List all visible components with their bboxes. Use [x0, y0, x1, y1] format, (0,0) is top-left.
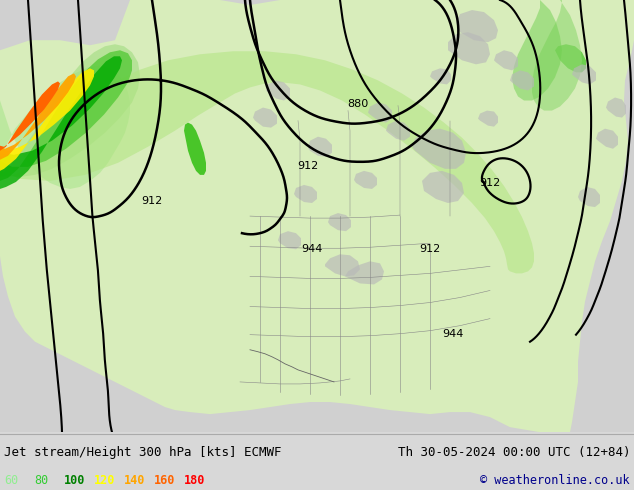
- Text: 880: 880: [347, 98, 368, 108]
- Polygon shape: [325, 254, 360, 276]
- Text: © weatheronline.co.uk: © weatheronline.co.uk: [481, 474, 630, 487]
- Polygon shape: [448, 32, 490, 64]
- Polygon shape: [0, 56, 122, 189]
- Polygon shape: [294, 185, 317, 203]
- Text: Th 30-05-2024 00:00 UTC (12+84): Th 30-05-2024 00:00 UTC (12+84): [398, 446, 630, 459]
- Text: 912: 912: [141, 196, 163, 206]
- Polygon shape: [278, 231, 301, 249]
- Text: 140: 140: [124, 474, 145, 487]
- Polygon shape: [253, 107, 277, 127]
- Polygon shape: [422, 171, 464, 203]
- Polygon shape: [328, 213, 351, 231]
- Polygon shape: [606, 98, 626, 118]
- Text: Jet stream/Height 300 hPa [kts] ECMWF: Jet stream/Height 300 hPa [kts] ECMWF: [4, 446, 281, 459]
- Polygon shape: [266, 80, 290, 100]
- Polygon shape: [0, 51, 534, 273]
- Text: 120: 120: [94, 474, 115, 487]
- Polygon shape: [456, 10, 498, 42]
- Polygon shape: [572, 64, 596, 84]
- Polygon shape: [555, 44, 586, 73]
- Polygon shape: [512, 0, 562, 100]
- Text: 160: 160: [154, 474, 176, 487]
- Polygon shape: [0, 0, 634, 432]
- Polygon shape: [0, 0, 130, 189]
- Polygon shape: [478, 111, 498, 126]
- Polygon shape: [0, 68, 94, 171]
- Text: 80: 80: [34, 474, 48, 487]
- Polygon shape: [596, 129, 618, 149]
- Text: 912: 912: [419, 244, 441, 254]
- Text: 912: 912: [297, 161, 319, 171]
- Polygon shape: [532, 0, 582, 111]
- Polygon shape: [0, 44, 140, 178]
- Text: 944: 944: [443, 329, 463, 339]
- Polygon shape: [510, 71, 534, 91]
- Polygon shape: [0, 81, 60, 151]
- Text: 912: 912: [479, 178, 501, 188]
- Polygon shape: [578, 187, 600, 207]
- Polygon shape: [386, 121, 410, 141]
- Text: 944: 944: [301, 244, 323, 254]
- Text: 100: 100: [64, 474, 86, 487]
- Polygon shape: [430, 68, 451, 84]
- Polygon shape: [412, 129, 466, 169]
- Polygon shape: [354, 171, 377, 189]
- Polygon shape: [368, 102, 392, 122]
- Polygon shape: [308, 137, 332, 157]
- Polygon shape: [0, 50, 132, 181]
- Polygon shape: [345, 261, 384, 284]
- Polygon shape: [494, 50, 518, 71]
- Text: 180: 180: [184, 474, 205, 487]
- Text: 60: 60: [4, 474, 18, 487]
- Polygon shape: [184, 122, 206, 175]
- Polygon shape: [0, 74, 76, 160]
